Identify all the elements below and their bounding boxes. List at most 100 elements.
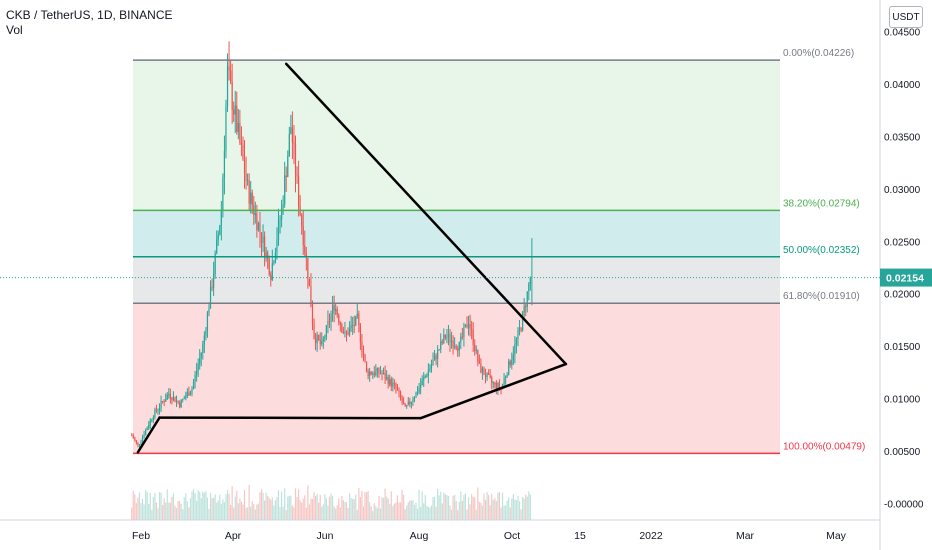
volume-bar	[157, 508, 159, 520]
candle-body	[256, 213, 258, 231]
candle-body	[461, 336, 463, 338]
volume-bar	[154, 493, 156, 520]
candle-body	[484, 375, 487, 378]
candle-body	[260, 232, 263, 243]
fib-zone	[133, 210, 780, 257]
candle-body	[171, 397, 173, 401]
candle-body	[520, 328, 522, 331]
candle-body	[438, 349, 440, 351]
candle-body	[302, 226, 304, 246]
candle-body	[450, 340, 453, 343]
candle-body	[517, 330, 519, 340]
candle-body	[475, 349, 477, 351]
y-tick-label: 0.03500	[884, 132, 921, 143]
candle-body	[406, 404, 408, 407]
candle-body	[418, 387, 420, 393]
candle-body	[404, 404, 406, 407]
candle-body	[172, 396, 175, 401]
volume-bar	[327, 505, 329, 520]
candle-body	[290, 127, 292, 135]
volume-bar	[273, 505, 275, 520]
volume-bar	[353, 499, 355, 520]
volume-bar	[420, 506, 422, 520]
volume-bar	[158, 491, 161, 520]
candle-body	[225, 106, 227, 151]
candle-body	[429, 368, 431, 371]
candle-body	[132, 435, 134, 439]
volume-bar	[403, 494, 405, 520]
candle-body	[488, 372, 490, 375]
volume-bar	[458, 501, 460, 520]
candle-body	[393, 382, 395, 384]
volume-bar	[461, 500, 463, 520]
descending-trendline	[284, 62, 568, 366]
volume-bar	[396, 495, 399, 520]
candle-body	[297, 176, 300, 207]
candle-body	[276, 240, 278, 253]
volume-bar	[242, 504, 244, 520]
candle-body	[511, 359, 513, 366]
volume-bar	[182, 509, 184, 520]
candle-body	[135, 440, 137, 443]
volume-bar	[423, 503, 425, 520]
volume-bar	[449, 505, 451, 520]
candle-body	[420, 385, 422, 388]
volume-bar	[356, 509, 358, 520]
volume-bar	[186, 501, 188, 520]
volume-bar	[342, 500, 344, 520]
volume-bar	[345, 502, 348, 520]
volume-bar	[398, 502, 400, 520]
volume-bar	[463, 494, 465, 520]
volume-bar	[430, 505, 433, 520]
candle-body	[372, 373, 374, 375]
volume-bar	[296, 497, 298, 520]
volume-bar	[418, 489, 420, 520]
last-price-tag	[880, 268, 932, 287]
volume-bar	[230, 504, 232, 520]
candle-body	[358, 313, 360, 326]
volume-bar	[322, 504, 324, 520]
volume-bar	[382, 497, 385, 520]
candle-body	[165, 399, 167, 402]
volume-bar	[279, 507, 281, 520]
candle-body	[379, 373, 382, 374]
volume-bar	[514, 499, 516, 520]
currency-button[interactable]: USDT	[889, 6, 923, 28]
volume-bar	[213, 497, 215, 520]
volume-bar	[440, 491, 442, 520]
candle-body	[314, 338, 317, 344]
volume-bar	[359, 496, 361, 520]
candle-body	[205, 330, 207, 336]
volume-bar	[138, 492, 141, 520]
candle-body	[226, 66, 229, 107]
candle-body	[466, 324, 468, 328]
volume-bar	[416, 508, 419, 520]
candle-body	[137, 442, 139, 446]
candle-body	[407, 401, 409, 405]
volume-bar	[209, 493, 212, 520]
volume-bar	[506, 500, 508, 520]
candle-body	[191, 388, 193, 393]
volume-bar	[216, 502, 218, 520]
volume-bar	[321, 506, 323, 520]
candle-body	[427, 370, 429, 376]
candle-body	[350, 325, 352, 329]
candle-body	[478, 361, 480, 364]
volume-bar	[429, 507, 431, 520]
candle-body	[291, 127, 294, 143]
x-tick-label: Oct	[504, 530, 520, 542]
candle-body	[321, 341, 323, 345]
volume-bar	[384, 488, 386, 520]
volume-bar	[267, 496, 269, 520]
candle-body	[327, 321, 329, 326]
volume-bar	[226, 489, 229, 520]
volume-bar	[257, 503, 260, 520]
candle-body	[523, 305, 525, 313]
volume-bar	[284, 488, 286, 520]
volume-bar	[392, 505, 394, 520]
volume-bar	[188, 507, 190, 520]
candle-body	[239, 122, 241, 143]
symbol-title: CKB / TetherUS, 1D, BINANCE	[6, 8, 173, 22]
volume-bar	[194, 493, 196, 520]
